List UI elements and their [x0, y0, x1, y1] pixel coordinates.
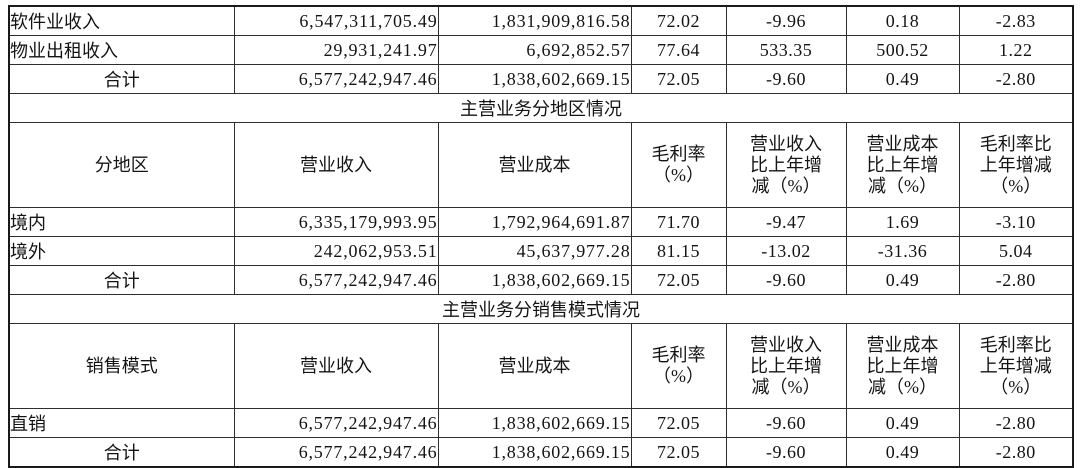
column-header-cost: 营业成本 — [437, 323, 632, 409]
row-label: 合计 — [8, 437, 235, 468]
row-label: 境内 — [8, 207, 235, 237]
cost-yoy-cell: 1.69 — [845, 207, 960, 237]
column-header-cost-yoy: 营业成本 比上年增 减（%） — [845, 122, 960, 208]
gross-margin-cell: 72.05 — [630, 408, 727, 438]
row-label: 物业出租收入 — [8, 35, 235, 65]
revenue-cell: 6,577,242,947.46 — [233, 408, 439, 438]
margin-yoy-cell: -2.80 — [958, 408, 1074, 438]
header-row: 分地区 营业收入 营业成本 毛利率 （%） 营业收入 比上年增 减（%） 营业成… — [8, 122, 1074, 208]
gross-margin-cell: 72.02 — [630, 5, 727, 36]
margin-yoy-cell: 1.22 — [958, 35, 1074, 65]
cost-cell: 1,831,909,816.58 — [437, 5, 632, 36]
section-title-row: 主营业务分销售模式情况 — [8, 294, 1074, 324]
column-header-margin-yoy: 毛利率比 上年增减 （%） — [958, 323, 1074, 409]
table-row: 直销 6,577,242,947.46 1,838,602,669.15 72.… — [8, 408, 1074, 438]
revenue-yoy-cell: -9.96 — [725, 5, 847, 36]
row-label: 直销 — [8, 408, 235, 438]
cost-yoy-cell: 0.49 — [845, 437, 960, 468]
margin-yoy-cell: -3.10 — [958, 207, 1074, 237]
column-header-cost: 营业成本 — [437, 122, 632, 208]
cost-yoy-cell: 0.49 — [845, 64, 960, 94]
margin-yoy-cell: 5.04 — [958, 236, 1074, 266]
table-row-total: 合计 6,577,242,947.46 1,838,602,669.15 72.… — [8, 265, 1074, 295]
cost-cell: 1,838,602,669.15 — [437, 64, 632, 94]
revenue-cell: 6,577,242,947.46 — [233, 64, 439, 94]
column-header-dimension: 销售模式 — [8, 323, 235, 409]
revenue-yoy-cell: -9.60 — [725, 265, 847, 295]
row-label: 合计 — [8, 265, 235, 295]
revenue-cell: 6,577,242,947.46 — [233, 437, 439, 468]
row-label: 合计 — [8, 64, 235, 94]
revenue-yoy-cell: -13.02 — [725, 236, 847, 266]
margin-yoy-cell: -2.80 — [958, 437, 1074, 468]
margin-yoy-cell: -2.80 — [958, 64, 1074, 94]
gross-margin-cell: 72.05 — [630, 265, 727, 295]
revenue-yoy-cell: -9.60 — [725, 64, 847, 94]
revenue-yoy-cell: -9.47 — [725, 207, 847, 237]
cost-cell: 1,838,602,669.15 — [437, 265, 632, 295]
revenue-cell: 242,062,953.51 — [233, 236, 439, 266]
column-header-revenue-yoy: 营业收入 比上年增 减（%） — [725, 323, 847, 409]
cost-yoy-cell: 0.18 — [845, 5, 960, 36]
revenue-cell: 29,931,241.97 — [233, 35, 439, 65]
table-row-total: 合计 6,577,242,947.46 1,838,602,669.15 72.… — [8, 64, 1074, 94]
cost-yoy-cell: 0.49 — [845, 265, 960, 295]
margin-yoy-cell: -2.80 — [958, 265, 1074, 295]
table-row: 软件业收入 6,547,311,705.49 1,831,909,816.58 … — [8, 5, 1074, 36]
table-row: 境内 6,335,179,993.95 1,792,964,691.87 71.… — [8, 207, 1074, 237]
revenue-cell: 6,547,311,705.49 — [233, 5, 439, 36]
cost-cell: 1,838,602,669.15 — [437, 437, 632, 468]
revenue-cell: 6,335,179,993.95 — [233, 207, 439, 237]
row-label: 境外 — [8, 236, 235, 266]
revenue-yoy-cell: 533.35 — [725, 35, 847, 65]
column-header-cost-yoy: 营业成本 比上年增 减（%） — [845, 323, 960, 409]
cost-cell: 6,692,852.57 — [437, 35, 632, 65]
table-row: 境外 242,062,953.51 45,637,977.28 81.15 -1… — [8, 236, 1074, 266]
column-header-revenue: 营业收入 — [233, 122, 439, 208]
row-label: 软件业收入 — [8, 5, 235, 36]
section-title: 主营业务分销售模式情况 — [8, 294, 1074, 324]
column-header-gross-margin: 毛利率 （%） — [630, 122, 727, 208]
cost-cell: 1,792,964,691.87 — [437, 207, 632, 237]
table-row-total: 合计 6,577,242,947.46 1,838,602,669.15 72.… — [8, 437, 1074, 468]
section-title-row: 主营业务分地区情况 — [8, 93, 1074, 123]
main-business-table: 软件业收入 6,547,311,705.49 1,831,909,816.58 … — [8, 5, 1074, 468]
revenue-cell: 6,577,242,947.46 — [233, 265, 439, 295]
column-header-revenue-yoy: 营业收入 比上年增 减（%） — [725, 122, 847, 208]
column-header-revenue: 营业收入 — [233, 323, 439, 409]
column-header-dimension: 分地区 — [8, 122, 235, 208]
cost-yoy-cell: -31.36 — [845, 236, 960, 266]
header-row: 销售模式 营业收入 营业成本 毛利率 （%） 营业收入 比上年增 减（%） 营业… — [8, 323, 1074, 409]
revenue-yoy-cell: -9.60 — [725, 408, 847, 438]
column-header-margin-yoy: 毛利率比 上年增减 （%） — [958, 122, 1074, 208]
gross-margin-cell: 72.05 — [630, 437, 727, 468]
gross-margin-cell: 77.64 — [630, 35, 727, 65]
section-title: 主营业务分地区情况 — [8, 93, 1074, 123]
revenue-yoy-cell: -9.60 — [725, 437, 847, 468]
cost-yoy-cell: 0.49 — [845, 408, 960, 438]
margin-yoy-cell: -2.83 — [958, 5, 1074, 36]
table-row: 物业出租收入 29,931,241.97 6,692,852.57 77.64 … — [8, 35, 1074, 65]
column-header-gross-margin: 毛利率 （%） — [630, 323, 727, 409]
gross-margin-cell: 81.15 — [630, 236, 727, 266]
gross-margin-cell: 72.05 — [630, 64, 727, 94]
cost-cell: 1,838,602,669.15 — [437, 408, 632, 438]
cost-yoy-cell: 500.52 — [845, 35, 960, 65]
gross-margin-cell: 71.70 — [630, 207, 727, 237]
cost-cell: 45,637,977.28 — [437, 236, 632, 266]
